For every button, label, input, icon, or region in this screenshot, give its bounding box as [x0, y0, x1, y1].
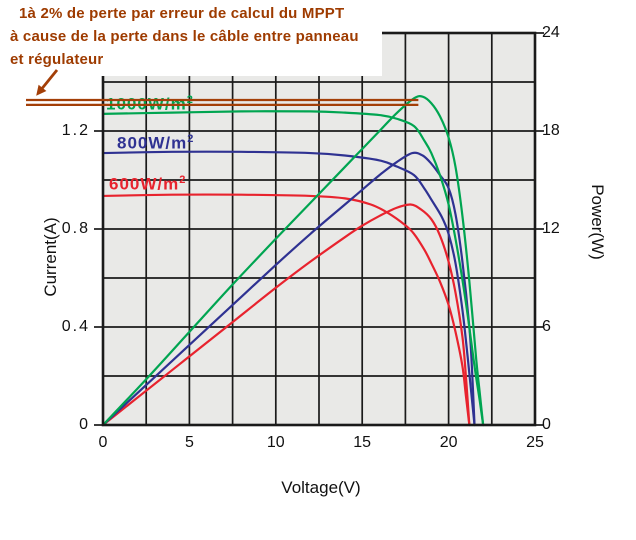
curve-power-1000	[101, 95, 485, 427]
power-tick-label-18: 18	[542, 122, 560, 139]
curve-power-800	[101, 151, 476, 427]
x-tick-label-20: 20	[439, 434, 458, 451]
curve-iv-600	[101, 193, 471, 427]
annotation-line-2: à cause de la perte dans le câble entre …	[10, 28, 359, 45]
annotation-line-1: 1à 2% de perte par erreur de calcul du M…	[19, 5, 345, 22]
power-tick-label-24: 24	[542, 24, 560, 41]
curve-label-800wm2: 800W/m2	[117, 129, 193, 154]
power-axis-title: Power(W)	[588, 184, 607, 260]
current-tick-label-1.2: 1.2	[61, 122, 90, 139]
curve-label-1000wm2: 1000W/m2	[106, 90, 193, 115]
current-tick-label-0.8: 0.8	[61, 220, 90, 237]
curve-label-600-sup: 2	[179, 174, 186, 186]
power-tick-label-12: 12	[542, 220, 560, 237]
curve-label-1000-sup: 2	[186, 94, 193, 106]
curve-label-600-text: 600W/m	[109, 174, 180, 194]
x-tick-label-25: 25	[526, 434, 544, 451]
current-tick-label-0: 0	[79, 416, 90, 433]
curve-power-600	[101, 203, 471, 427]
x-tick-label-15: 15	[353, 434, 372, 451]
annotation-line-3: et régulateur	[10, 51, 104, 68]
curve-label-800-text: 800W/m	[117, 133, 188, 153]
current-tick-label-0.4: 0.4	[61, 318, 90, 335]
curve-label-1000-text: 1000W/m	[106, 94, 187, 114]
voltage-axis-title: Voltage(V)	[281, 478, 361, 497]
curve-label-800-sup: 2	[187, 133, 194, 145]
power-tick-label-0: 0	[542, 416, 551, 433]
x-tick-label-10: 10	[266, 434, 285, 451]
mppt-loss-annotation: 1à 2% de perte par erreur de calcul du M…	[2, 2, 382, 76]
curve-iv-1000	[101, 110, 485, 427]
curve-label-600wm2: 600W/m2	[109, 170, 185, 195]
x-tick-label-5: 5	[184, 434, 194, 451]
x-tick-label-0: 0	[98, 434, 108, 451]
power-tick-label-6: 6	[542, 318, 551, 335]
curve-iv-800	[101, 150, 476, 427]
